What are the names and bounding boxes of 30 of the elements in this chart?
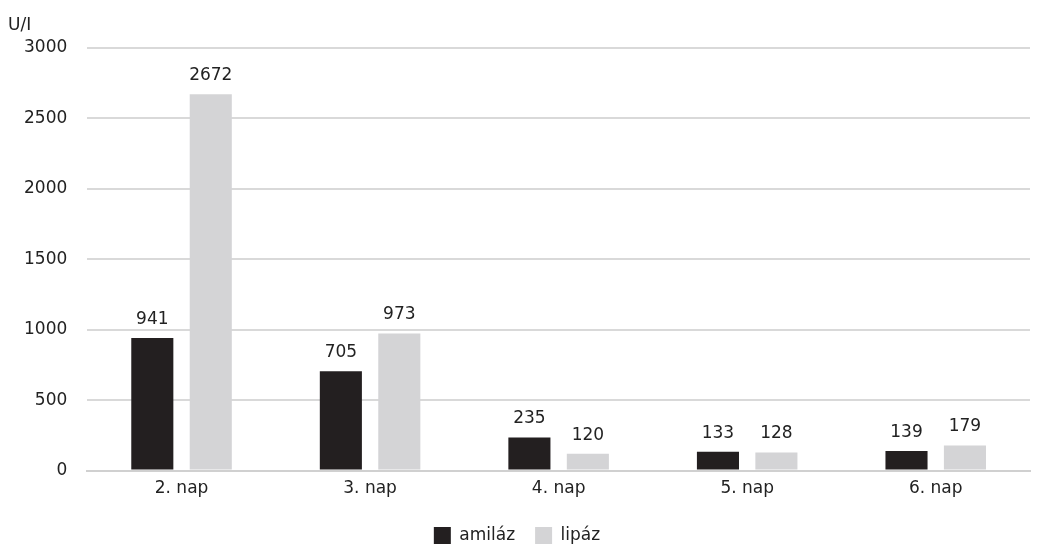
x-tick-label: 4. nap [531, 477, 586, 498]
y-tick-label: 1000 [24, 318, 68, 339]
y-tick-label: 500 [34, 388, 68, 409]
y-tick-label: 2000 [24, 177, 68, 198]
data-label: 179 [948, 415, 982, 436]
x-tick-label: 2. nap [154, 477, 209, 498]
bar [508, 437, 551, 470]
y-tick-label: 2500 [24, 106, 68, 127]
data-label: 705 [324, 341, 358, 362]
data-label: 133 [701, 421, 735, 442]
data-label: 973 [383, 303, 416, 324]
y-tick-label: 0 [56, 459, 68, 480]
legend-label: lipáz [560, 523, 601, 544]
data-label: 2672 [189, 64, 233, 85]
x-tick-label: 5. nap [720, 477, 774, 498]
y-tick-label: 1500 [24, 247, 68, 268]
data-label: 120 [571, 423, 605, 444]
bar [696, 451, 739, 470]
bar [131, 338, 174, 470]
x-tick-label: 3. nap [343, 477, 397, 498]
data-label: 128 [760, 422, 793, 443]
y-axis-title: U/I [8, 14, 32, 35]
data-label: 941 [136, 307, 169, 328]
x-tick-label: 6. nap [908, 477, 963, 498]
y-tick-label: 3000 [24, 36, 68, 57]
bar [885, 451, 928, 470]
legend-label: amiláz [459, 523, 516, 544]
data-label: 235 [513, 407, 546, 428]
data-label: 139 [890, 420, 923, 441]
bar [319, 371, 362, 470]
